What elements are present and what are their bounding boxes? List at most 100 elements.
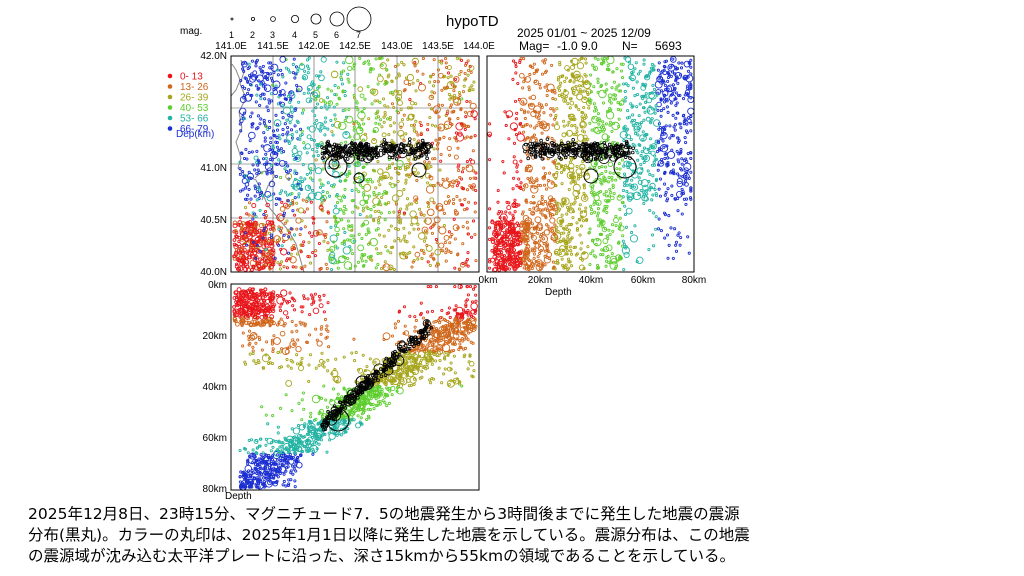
map-epicenter [307,67,311,71]
map-epicenter [433,79,437,84]
map-epicenter [258,249,262,253]
map-epicenter [393,239,397,243]
map-epicenter [269,136,273,140]
map-epicenter [334,222,338,226]
map-epicenter [256,163,260,167]
map-epicenter [431,184,435,188]
map-epicenter [286,130,290,134]
map-epicenter [309,200,313,204]
map-mainshock-event [425,156,429,161]
map-epicenter [271,129,276,133]
map-epicenter [329,118,333,123]
map-epicenter [432,201,436,205]
map-epicenter [270,79,274,83]
map-epicenter [279,89,286,95]
map-epicenter [389,124,393,128]
map-epicenter [428,174,432,179]
map-epicenter [439,159,443,163]
map-epicenter [418,83,426,92]
map-epicenter [391,162,395,166]
mag-circle-1 [230,17,234,21]
map-epicenter [472,80,476,84]
map-epicenter [461,261,465,266]
lon-tick-1410: 141.0E [215,41,247,52]
map-epicenter [303,69,307,73]
map-epicenter [399,218,403,222]
map-epicenter [275,152,279,156]
map-epicenter [397,215,401,219]
map-epicenter [277,148,281,152]
map-epicenter [255,149,259,153]
map-epicenter [474,171,478,175]
longitude-depth-panel [230,283,480,491]
map-epicenter [292,233,297,237]
map-epicenter [374,186,378,190]
map-epicenter [414,251,421,258]
map-epicenter [251,203,257,208]
map-epicenter [255,172,259,176]
map-epicenter [385,80,389,85]
map-epicenter [337,96,341,100]
map-epicenter [288,70,292,74]
map-epicenter [356,108,360,112]
mag-circle-3 [270,16,276,22]
map-epicenter [290,247,294,252]
map-epicenter [234,234,238,239]
map-epicenter [461,242,465,246]
map-epicenter [403,234,407,238]
lat-tick-405: 40.5N [200,215,227,226]
map-epicenter [290,246,294,250]
depth-legend-dot [167,94,173,100]
map-epicenter [280,244,284,248]
map-epicenter [347,224,351,228]
map-epicenter [454,212,458,216]
map-epicenter [376,252,380,256]
map-epicenter [239,79,243,83]
map-epicenter [385,68,389,72]
map-epicenter [254,100,258,104]
map-epicenter [407,175,411,179]
map-epicenter [314,106,318,110]
map-epicenter [372,218,376,222]
map-epicenter [296,69,300,73]
map-epicenter [254,256,258,260]
map-epicenter [383,104,387,108]
map-epicenter [290,114,294,118]
map-epicenter [323,126,327,130]
map-epicenter [472,169,476,173]
map-epicenter [377,168,384,175]
map-epicenter [285,257,290,261]
map-epicenter [347,65,353,71]
map-epicenter [280,248,288,256]
map-epicenter [263,136,267,140]
map-epicenter [342,130,351,139]
map-epicenter [271,248,276,253]
mag-value-7: 7 [356,30,361,40]
map-epicenter [267,256,273,262]
map-epicenter [473,134,477,138]
map-epicenter [425,185,435,194]
map-epicenter [455,184,459,188]
map-epicenter [319,266,323,271]
map-epicenter [265,105,269,109]
map-epicenter [240,151,244,156]
map-epicenter [253,194,257,198]
map-epicenter [428,183,433,187]
map-epicenter [405,204,409,208]
map-epicenter [465,159,469,164]
map-epicenter [432,91,436,95]
map-epicenter [291,209,295,213]
map-epicenter [405,240,409,244]
map-epicenter [372,193,376,197]
map-epicenter [286,125,290,130]
map-epicenter [459,177,463,181]
map-epicenter [419,211,423,215]
map-epicenter [286,68,291,72]
map-epicenter [434,237,438,242]
map-epicenter [256,248,262,254]
map-epicenter [448,180,452,184]
map-epicenter [331,123,335,127]
map-epicenter [279,147,283,151]
map-epicenter [311,250,315,255]
map-epicenter [431,72,435,77]
